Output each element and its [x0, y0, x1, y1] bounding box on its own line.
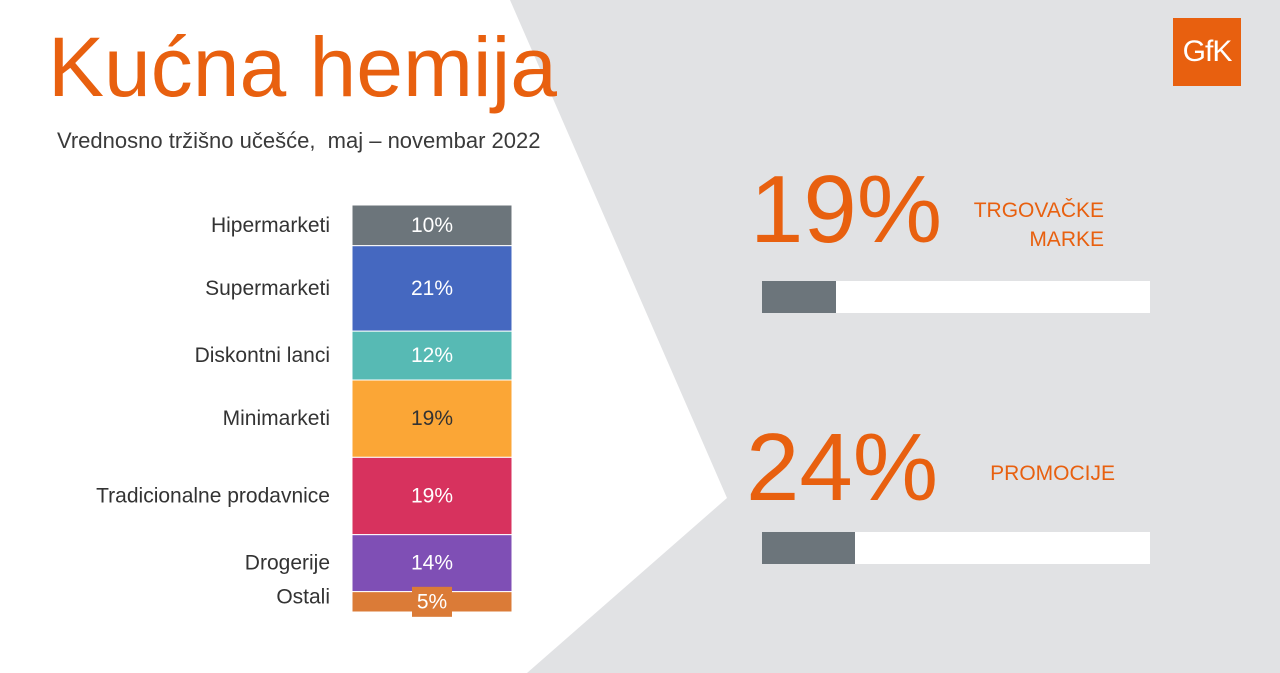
bar-segment-diskontni-lanci: [351, 330, 513, 381]
kpi-promotions-caption: PROMOCIJE: [900, 459, 1115, 488]
data-label-background: [412, 586, 452, 617]
page-title: Kućna hemija: [48, 20, 557, 114]
category-label: Drogerije: [245, 552, 330, 575]
bar-segment-hipermarketi: [351, 204, 513, 247]
category-label: Diskontni lanci: [195, 344, 330, 367]
category-label: Hipermarketi: [211, 214, 330, 237]
kpi-private-label-caption-line2: MARKE: [1029, 228, 1104, 251]
data-label: 5%: [417, 590, 447, 613]
bar-segment-drogerije: [351, 534, 513, 593]
category-label: Minimarketi: [223, 407, 330, 430]
kpi-private-label-progress-fill: [762, 281, 836, 313]
bar-segment-minimarketi: [351, 379, 513, 458]
data-label: 21%: [411, 277, 453, 300]
kpi-private-label-caption-line1: TRGOVAČKE: [973, 199, 1104, 222]
kpi-promotions-caption-line1: PROMOCIJE: [990, 462, 1115, 485]
data-label: 19%: [411, 485, 453, 508]
data-label: 10%: [411, 214, 453, 237]
bar-segment-supermarketi: [351, 245, 513, 332]
kpi-promotions-progress-fill: [762, 532, 856, 564]
category-label: Ostali: [276, 585, 330, 608]
bar-segment-tradicionalne-prodavnice: [351, 456, 513, 536]
page-subtitle: Vrednosno tržišno učešće, maj – novembar…: [57, 128, 541, 153]
gfk-logo: GfK: [1173, 18, 1241, 86]
kpi-promotions-progress-bar: [762, 532, 1150, 564]
gray-panel-shape: [510, 0, 1280, 673]
gfk-logo-text: GfK: [1182, 35, 1233, 68]
kpi-private-label-progress-bar: [762, 281, 1150, 313]
kpi-private-label-caption: TRGOVAČKE MARKE: [900, 196, 1104, 254]
data-label: 14%: [411, 552, 453, 575]
data-label: 12%: [411, 344, 453, 367]
kpi-private-label-value: 19%: [750, 156, 943, 263]
kpi-promotions-value: 24%: [746, 414, 939, 521]
data-label: 19%: [411, 407, 453, 430]
category-label: Supermarketi: [205, 277, 330, 300]
category-label: Tradicionalne prodavnice: [96, 485, 330, 508]
